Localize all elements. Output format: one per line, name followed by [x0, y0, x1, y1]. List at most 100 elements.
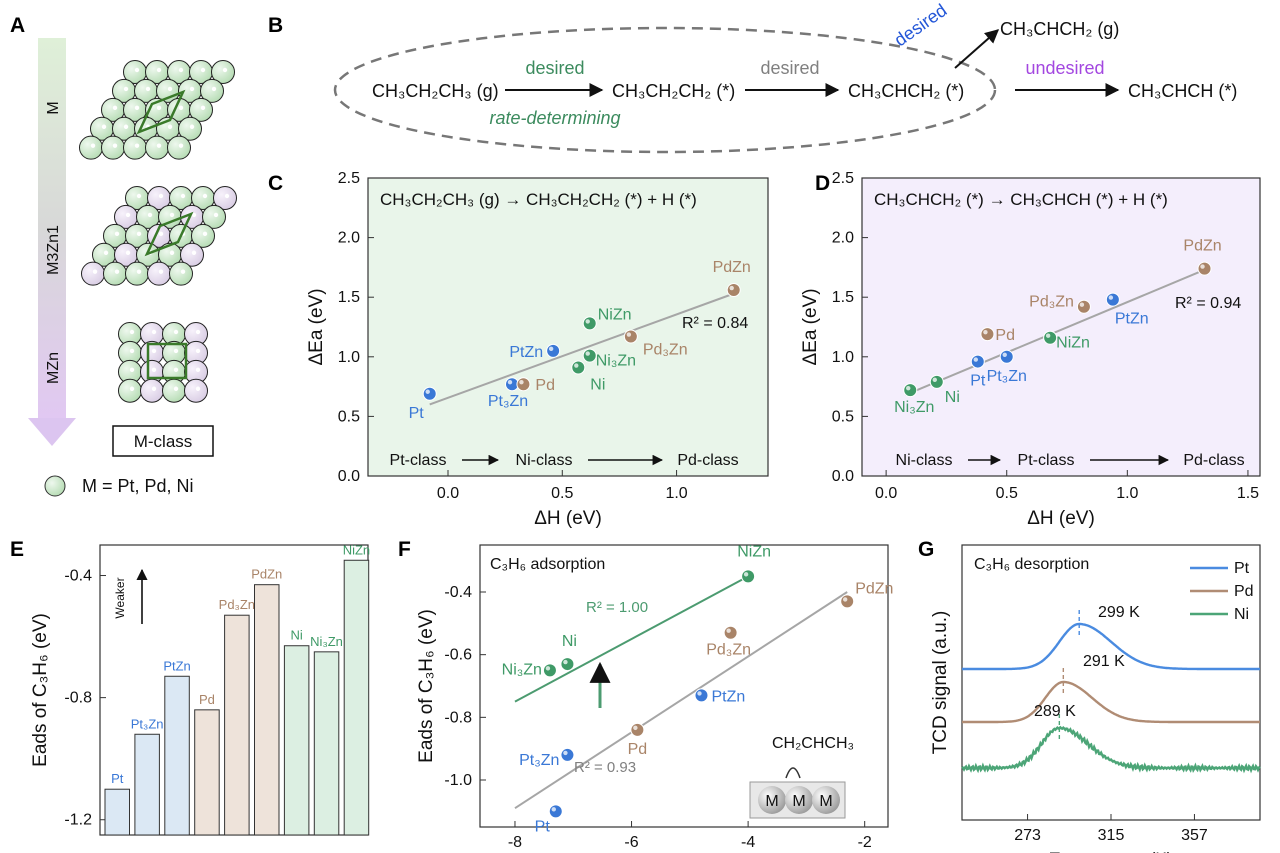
- point-highlight: [507, 380, 513, 385]
- point-nizn: [741, 569, 756, 584]
- atom-highlight: [134, 67, 140, 73]
- atom: [189, 97, 213, 122]
- class-ni-class: Ni-class: [896, 452, 953, 469]
- y-tick-label: 1.0: [832, 349, 854, 366]
- arrow-label-m3zn1: M3Zn1: [45, 225, 62, 275]
- atom: [167, 135, 191, 160]
- point-pt: [548, 804, 563, 819]
- point-highlight: [585, 351, 590, 356]
- label-desired-1: desired: [525, 58, 584, 78]
- point-highlight: [726, 628, 731, 633]
- atom-highlight: [112, 143, 118, 148]
- point-label-nizn: NiZn: [737, 543, 771, 560]
- x-tick-label: 315: [1098, 827, 1125, 844]
- gradient-arrow-shaft: [38, 38, 66, 418]
- point-pt3zn: [560, 747, 575, 762]
- atom-highlight: [125, 212, 131, 218]
- r-squared-all: R² = 0.93: [574, 759, 636, 776]
- arrow-step-desorb: [954, 29, 1000, 69]
- atom-highlight: [147, 212, 153, 218]
- atom: [147, 261, 171, 286]
- atom-highlight: [158, 269, 164, 274]
- atom-highlight: [156, 105, 162, 111]
- panel-f: F -1.0-0.8-0.6-0.4-8-6-4-2Summed ICOHP o…: [398, 538, 893, 851]
- arrow-label-mzn: MZn: [45, 352, 62, 384]
- atom-highlight: [195, 348, 201, 354]
- y-tick-label: 1.5: [832, 289, 854, 306]
- atom-highlight: [167, 124, 173, 129]
- y-axis-label: Eads of C₃H₆ (eV): [30, 613, 51, 767]
- point-label-pt3zn: Pt₃Zn: [488, 393, 528, 410]
- y-axis-label: Eads of C₃H₆ (eV): [416, 609, 437, 763]
- point-highlight: [545, 666, 551, 671]
- x-tick-label: 0.5: [551, 485, 573, 502]
- point-ptzn: [1105, 292, 1120, 307]
- curve-ni: [961, 725, 1261, 774]
- atom-highlight: [169, 250, 175, 255]
- class-pd-class: Pd-class: [677, 452, 738, 469]
- point-label-ptzn: PtZn: [711, 688, 745, 705]
- atom-highlight: [169, 212, 175, 218]
- atom-highlight: [151, 386, 157, 391]
- atom-highlight: [123, 86, 129, 92]
- x-tick-label: 357: [1181, 827, 1208, 844]
- panel-label-e: E: [10, 538, 24, 561]
- panel-e: E -1.2 -0.8 -0.4 Eads of C₃H₆ (eV) Pt Pt₃Zn Pt…: [10, 538, 370, 836]
- bar-pd: [194, 709, 220, 836]
- atom-highlight: [125, 250, 131, 255]
- y-tick-label: 1.5: [338, 289, 360, 306]
- point-label-pd3zn: Pd₃Zn: [706, 642, 751, 659]
- atom: [211, 60, 235, 84]
- point-highlight: [519, 380, 524, 385]
- inset-atom-label: M: [819, 793, 832, 810]
- atom: [184, 378, 208, 403]
- atom-highlight: [114, 269, 120, 274]
- legend-atom-icon: [44, 475, 66, 497]
- arrow-label-m: M: [45, 101, 62, 114]
- atom: [178, 116, 202, 141]
- bar-label-pd3zn: Pd₃Zn: [219, 597, 255, 612]
- desired-pathway-ellipse: [333, 26, 997, 154]
- plot-area: [367, 177, 769, 477]
- point-highlight: [973, 357, 978, 362]
- atom-highlight: [136, 231, 142, 237]
- atom-highlight: [173, 348, 179, 354]
- point-highlight: [563, 750, 568, 756]
- label-undesired: undesired: [1025, 58, 1104, 78]
- point-label-pdzn: PdZn: [1183, 238, 1221, 255]
- bar-pdzn: [254, 584, 280, 836]
- atom-highlight: [129, 348, 135, 354]
- atom-highlight: [158, 193, 164, 199]
- chart-f: -1.0-0.8-0.6-0.4-8-6-4-2Summed ICOHP of …: [416, 543, 893, 851]
- y-tick-label: -0.4: [64, 568, 92, 585]
- point-highlight: [425, 389, 430, 394]
- point-ni3zn: [582, 348, 597, 363]
- atom-highlight: [195, 367, 201, 373]
- point-ni3zn: [542, 663, 557, 678]
- point-label-pd: Pd: [628, 741, 648, 758]
- point-highlight: [906, 385, 911, 391]
- atom-highlight: [213, 212, 219, 218]
- panel-label-c: C: [268, 172, 283, 195]
- point-pd3zn: [1076, 299, 1091, 314]
- atom-highlight: [90, 143, 96, 148]
- point-pt: [970, 354, 985, 369]
- y-tick-label: 2.5: [338, 170, 360, 187]
- label-rate-determining: rate-determining: [489, 108, 620, 128]
- x-axis-label: ΔH (eV): [1027, 508, 1095, 529]
- species-propyl: CH₃CH₂CH₂ (*): [612, 81, 735, 101]
- species-propene-ads: CH₃CHCH₂ (*): [848, 81, 964, 101]
- atom-highlight: [173, 367, 179, 373]
- x-tick-label: 0.5: [996, 485, 1018, 502]
- atom-highlight: [195, 329, 201, 335]
- atom: [169, 261, 193, 286]
- point-highlight: [843, 597, 848, 602]
- point-highlight: [626, 332, 632, 337]
- atom-highlight: [134, 105, 140, 111]
- atom-highlight: [178, 105, 184, 111]
- bar-nizn: [343, 559, 370, 836]
- point-label-ni: Ni: [562, 633, 577, 650]
- atom-highlight: [123, 124, 129, 129]
- panel-g: G 273 315 357 Temperature (K) TCD signal (a.…: [918, 538, 1261, 853]
- inset-atom-label: M: [792, 793, 805, 810]
